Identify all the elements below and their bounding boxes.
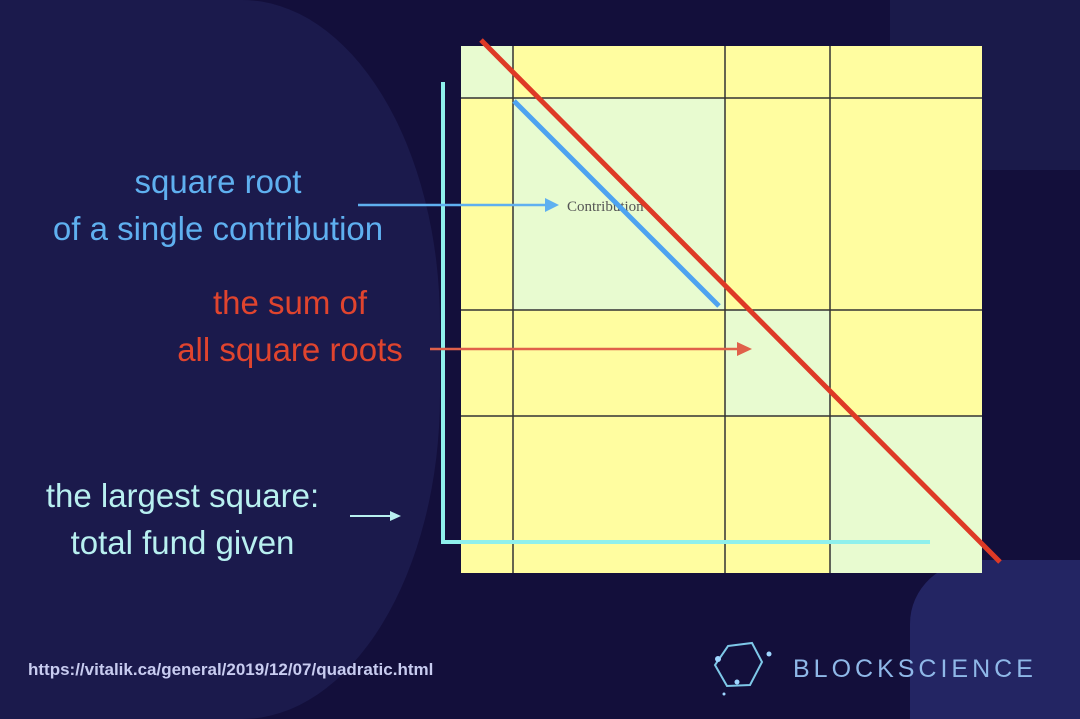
- background-shape: [0, 0, 440, 719]
- label-line: square root: [134, 163, 302, 200]
- label-line: of a single contribution: [52, 210, 384, 247]
- single-sqrt-line: [512, 99, 721, 308]
- label-line: the sum of: [212, 284, 368, 321]
- blockscience-logo-text: BLOCKSCIENCE: [793, 655, 1037, 683]
- cell-green: [830, 416, 982, 573]
- label-line: the largest square:: [45, 477, 320, 514]
- label-line: total fund given: [70, 524, 295, 561]
- label-line: all square roots: [177, 331, 403, 368]
- total-fund-bracket: [441, 82, 930, 544]
- cyan-arrow: [350, 511, 401, 521]
- background-shape: [910, 560, 1080, 719]
- sum-sqrt-line: [479, 38, 1002, 564]
- cell-green: [461, 46, 513, 98]
- largest-square-label: the largest square: total fund given: [15, 472, 350, 566]
- blue-arrow: [358, 198, 559, 212]
- cell-green: [725, 310, 830, 416]
- source-url[interactable]: https://vitalik.ca/general/2019/12/07/qu…: [28, 660, 434, 679]
- blockscience-logo-icon: [713, 641, 772, 696]
- red-arrow: [430, 342, 752, 356]
- sum-label: the sum of all square roots: [150, 279, 430, 373]
- contribution-label: Contribution: [567, 199, 644, 215]
- sqrt-single-label: square root of a single contribution: [8, 158, 428, 252]
